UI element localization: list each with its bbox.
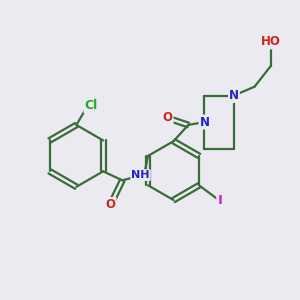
Text: NH: NH [131, 170, 150, 180]
Text: O: O [163, 111, 173, 124]
Text: I: I [217, 194, 222, 207]
Text: HO: HO [261, 35, 281, 48]
Text: N: N [200, 116, 209, 128]
Text: O: O [106, 198, 116, 211]
Text: Cl: Cl [85, 99, 98, 112]
Text: N: N [229, 89, 239, 102]
